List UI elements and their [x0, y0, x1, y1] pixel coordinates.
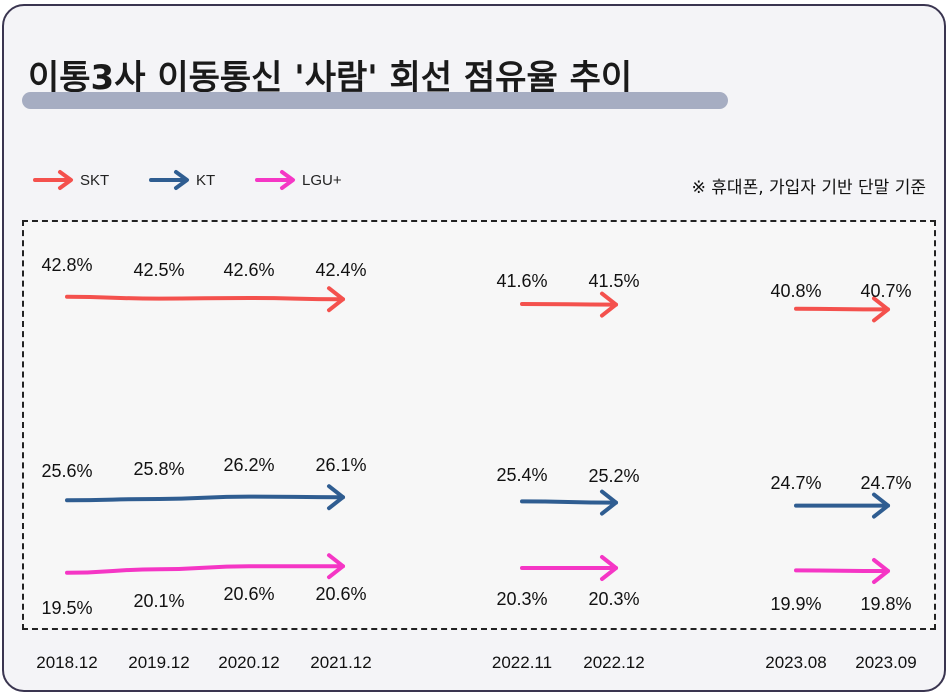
series-arrowhead-lgu-plus-group-1: [600, 555, 618, 581]
legend-item-kt: KT: [148, 166, 215, 194]
data-label-lgu-plus-6: 19.9%: [770, 594, 821, 614]
x-tick-label-2: 2020.12: [218, 653, 279, 672]
x-tick-label-7: 2023.09: [855, 653, 916, 672]
series-line-kt-group-0: [65, 494, 345, 503]
data-label-kt-0: 25.6%: [41, 461, 92, 481]
series-arrowhead-lgu-plus-group-2: [872, 558, 890, 584]
legend-arrow-skt-icon: [33, 170, 73, 190]
series-line-lgu-plus-group-0: [65, 564, 345, 575]
chart-svg: 42.8% 42.5% 42.6% 42.4% 41.6% 41.5% 40.8% 40.7%…: [36, 255, 916, 672]
legend-label-kt: KT: [196, 171, 216, 189]
series-arrowhead-kt-group-0: [327, 484, 345, 511]
series-line-kt-group-1: [520, 499, 618, 505]
legend-arrow-lgu-icon: [255, 170, 295, 190]
legend-arrow-kt-icon: [149, 170, 189, 190]
series-arrowhead-kt-group-1: [600, 489, 618, 516]
x-tick-label-5: 2022.12: [583, 653, 644, 672]
series-line-lgu-plus-group-2: [794, 568, 890, 573]
data-label-skt-5: 41.5%: [588, 271, 639, 291]
data-label-lgu-plus-0: 19.5%: [41, 598, 92, 618]
data-label-kt-3: 26.1%: [315, 455, 366, 475]
data-label-kt-5: 25.2%: [588, 466, 639, 486]
series-arrowhead-kt-group-2: [872, 492, 890, 519]
legend-item-skt: SKT: [32, 166, 109, 194]
series-arrowhead-skt-group-1: [600, 291, 618, 318]
series-arrowhead-skt-group-2: [872, 296, 890, 323]
data-label-skt-3: 42.4%: [315, 260, 366, 280]
data-label-kt-1: 25.8%: [133, 459, 184, 479]
data-label-lgu-plus-1: 20.1%: [133, 591, 184, 611]
data-label-skt-2: 42.6%: [223, 260, 274, 280]
x-tick-label-6: 2023.08: [765, 653, 826, 672]
footnote: ※ 휴대폰, 가입자 기반 단말 기준: [691, 178, 926, 198]
plot-area: [22, 220, 936, 630]
chart-title: 이통3사 이동통신 '사람' 회선 점유율 추이: [28, 58, 633, 98]
series-line-skt-group-2: [794, 306, 890, 312]
x-tick-label-1: 2019.12: [128, 653, 189, 672]
series-line-skt-group-0: [65, 294, 345, 302]
data-label-kt-4: 25.4%: [496, 465, 547, 485]
series-arrowhead-skt-group-0: [327, 286, 345, 313]
legend-label-lgu: LGU+: [302, 171, 342, 189]
data-label-skt-4: 41.6%: [496, 271, 547, 291]
legend-item-lgu: LGU+: [254, 166, 342, 194]
x-tick-label-0: 2018.12: [36, 653, 97, 672]
data-label-skt-6: 40.8%: [770, 281, 821, 301]
data-label-skt-1: 42.5%: [133, 260, 184, 280]
data-label-lgu-plus-2: 20.6%: [223, 584, 274, 604]
data-label-kt-2: 26.2%: [223, 455, 274, 475]
data-label-skt-0: 42.8%: [41, 255, 92, 275]
data-label-lgu-plus-3: 20.6%: [315, 584, 366, 604]
legend-label-skt: SKT: [80, 171, 110, 189]
data-label-lgu-plus-7: 19.8%: [860, 594, 911, 614]
data-label-lgu-plus-5: 20.3%: [588, 589, 639, 609]
series-line-skt-group-1: [520, 302, 618, 307]
data-label-skt-7: 40.7%: [860, 281, 911, 301]
chart-frame: 이통3사 이동통신 '사람' 회선 점유율 추이 SKT KT LGU+ ※ 휴…: [2, 4, 946, 692]
series-arrowhead-lgu-plus-group-0: [327, 553, 345, 580]
x-tick-label-4: 2022.11: [492, 653, 552, 672]
data-label-kt-7: 24.7%: [860, 473, 911, 493]
title-underline: [22, 92, 728, 109]
x-tick-label-3: 2021.12: [310, 653, 371, 672]
data-label-lgu-plus-4: 20.3%: [496, 589, 547, 609]
data-label-kt-6: 24.7%: [770, 473, 821, 493]
